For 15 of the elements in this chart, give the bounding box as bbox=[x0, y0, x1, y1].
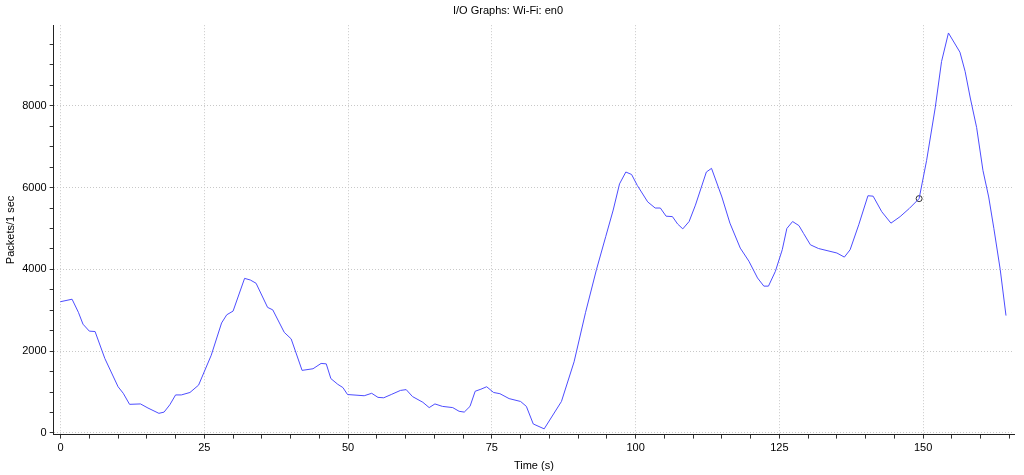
x-tick-label: 125 bbox=[770, 441, 789, 454]
y-tick-label: 2000 bbox=[22, 344, 47, 357]
y-tick-label: 0 bbox=[40, 426, 47, 438]
y-axis-title: Packets/1 sec bbox=[3, 195, 16, 265]
x-tick-label: 25 bbox=[198, 441, 211, 454]
y-tick-label: 6000 bbox=[22, 180, 47, 193]
x-tick-label: 150 bbox=[913, 441, 933, 454]
y-tick-label: 8000 bbox=[22, 98, 47, 111]
x-tick-label: 75 bbox=[485, 441, 498, 454]
x-tick-label: 50 bbox=[341, 441, 355, 454]
x-axis-title: Time (s) bbox=[513, 459, 554, 472]
chart-title: I/O Graphs: Wi-Fi: en0 bbox=[452, 3, 564, 16]
x-tick-label: 0 bbox=[57, 441, 64, 454]
x-tick-label: 100 bbox=[626, 441, 645, 454]
y-tick-label: 4000 bbox=[22, 262, 47, 275]
